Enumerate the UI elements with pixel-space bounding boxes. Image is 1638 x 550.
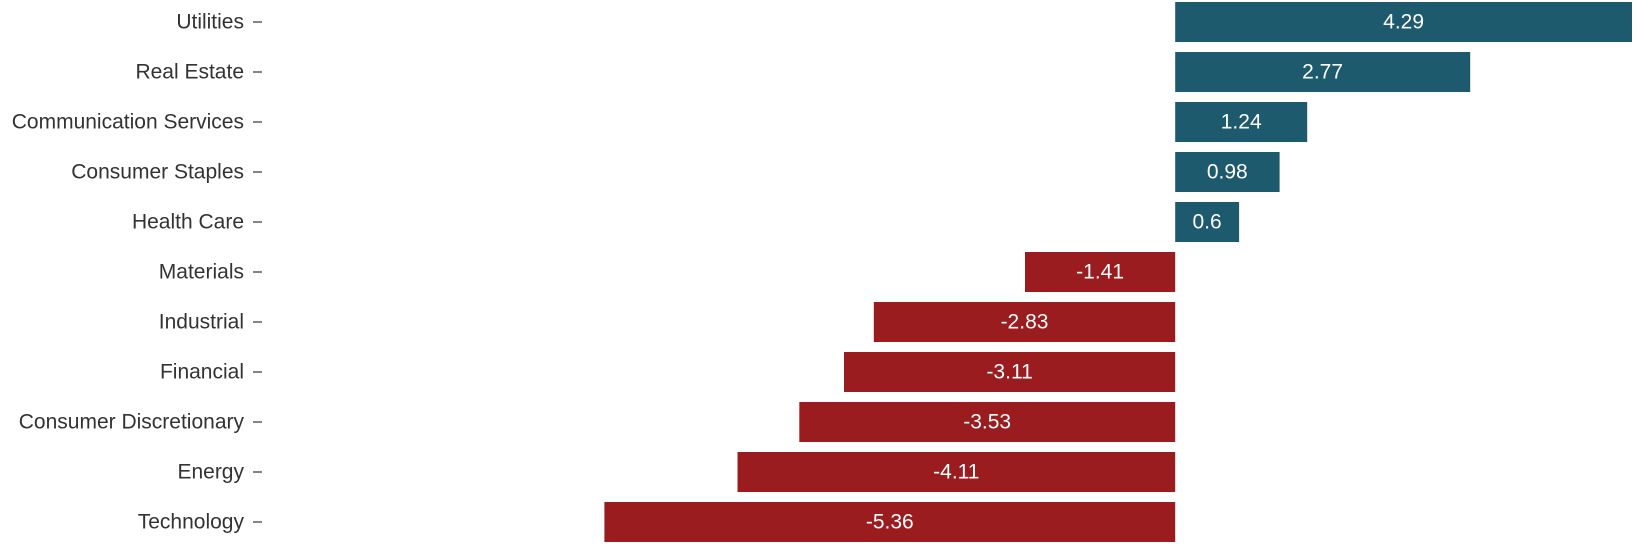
bar-materials (1025, 252, 1176, 292)
bar-industrial (873, 302, 1176, 342)
value-label: -4.11 (933, 461, 979, 484)
value-label: -5.36 (866, 511, 914, 534)
bar-financial (844, 352, 1176, 392)
bar-technology (604, 502, 1176, 542)
bar-utilities (1175, 2, 1632, 42)
category-label: Consumer Discretionary (19, 411, 245, 434)
bar-consumer-staples (1175, 152, 1280, 192)
category-label: Real Estate (135, 61, 244, 84)
value-label: 4.29 (1383, 11, 1424, 34)
bar-energy (737, 452, 1176, 492)
category-label: Financial (160, 361, 244, 384)
category-label: Materials (159, 261, 244, 284)
category-label: Technology (138, 511, 245, 534)
category-label: Communication Services (12, 111, 244, 134)
bar-communication-services (1175, 102, 1308, 142)
value-label: -2.83 (1001, 311, 1049, 334)
bar-health-care (1175, 202, 1240, 242)
category-label: Health Care (132, 211, 244, 234)
value-label: 2.77 (1302, 61, 1343, 84)
category-label: Consumer Staples (71, 161, 244, 184)
value-label: -1.41 (1076, 261, 1124, 284)
category-ticks-layer (253, 21, 262, 523)
value-label: 0.98 (1207, 161, 1248, 184)
value-label: 1.24 (1221, 111, 1262, 134)
bar-consumer-discretionary (799, 402, 1176, 442)
value-label: -3.11 (986, 361, 1032, 384)
category-label: Energy (177, 461, 244, 484)
value-labels-layer: 4.29 2.77 1.24 0.98 0.6 -1.41 -2.83 -3.11 -3.53 -… (866, 11, 1424, 534)
value-label: -3.53 (963, 411, 1011, 434)
category-labels-layer: Utilities Real Estate Communication Servic… (12, 11, 245, 534)
bar-real-estate (1175, 52, 1471, 92)
category-label: Industrial (159, 311, 244, 334)
value-label: 0.6 (1192, 211, 1221, 234)
bars-layer (604, 2, 1632, 542)
category-label: Utilities (176, 11, 244, 34)
